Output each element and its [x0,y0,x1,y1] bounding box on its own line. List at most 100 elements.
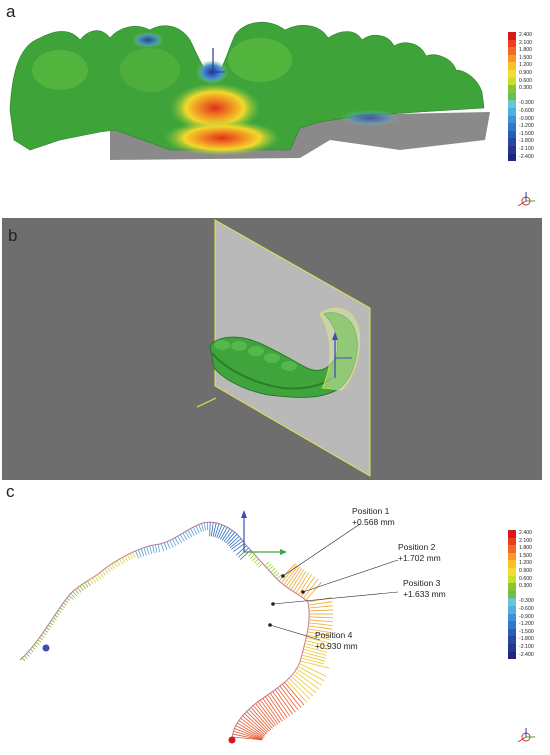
colorbar-row: 0.900 [508,69,534,78]
deviation-vector [37,639,42,643]
panel-a-letter: a [6,2,16,21]
colorbar-tick-label: -0.600 [519,107,534,114]
dental-arch-deviation-map [9,22,490,160]
deviation-vector [227,534,238,545]
colorbar-row: -1.200 [508,621,534,629]
colorbar-tick-label: -0.300 [519,598,534,605]
deviation-vector [251,556,257,562]
deviation-vector [305,581,322,601]
deviation-vector [301,654,326,662]
colorbar-tick-label: 0.900 [519,69,532,76]
colorbar-swatch [508,100,516,108]
deviation-vector [166,541,171,550]
colorbar-row: 2.100 [508,537,534,546]
colorbar-swatch [508,62,516,70]
deviation-vector [149,545,153,554]
deviation-vector [269,692,288,719]
deviation-vector [308,605,333,609]
deviation-vector [49,622,54,626]
deviation-vector [66,597,71,601]
deviation-vector [306,637,330,644]
colorbar-tick-label: -0.900 [519,115,534,122]
colorbar-swatch [508,123,516,131]
colorbar-swatch [508,47,516,55]
deviation-vector [97,574,102,580]
section-end-marker [228,736,236,744]
deviation-negative [132,32,164,48]
colorbar-row: -0.900 [508,613,534,622]
deviation-vector [286,680,308,703]
colorbar-row: -2.400 [508,651,534,660]
deviation-vector [300,660,330,669]
deviation-vector [307,631,332,637]
deviation-vector [308,625,333,630]
deviation-vector [179,534,185,542]
colorbar-row: -0.600 [508,107,534,116]
deviation-vector [244,713,267,735]
deviation-vector [228,536,240,547]
colorbar-row: 0.600 [508,77,534,86]
colorbar-row: -2.100 [508,145,534,154]
colorbar-row: 0.300 [508,583,534,591]
deviation-vector [262,697,281,724]
deviation-vector [104,568,109,574]
deviation-vector [230,538,242,548]
colorbar-tick-label: 2.100 [519,537,532,544]
deviation-vector [121,557,126,563]
deviation-vector [283,565,299,586]
deviation-vector [81,583,86,590]
colorbar-tick-label: 0.600 [519,77,532,84]
section-profile [19,521,310,741]
colorbar-swatch [508,643,516,652]
deviation-vector [51,619,56,623]
colorbar-tick-label: 2.400 [519,530,532,536]
colorbar-swatch [508,138,516,146]
colorbar-row: 1.800 [508,47,534,55]
panel-c-letter: c [6,482,15,501]
colorbar-tick-label: -1.200 [519,621,534,628]
deviation-vector [304,643,329,650]
deviation-vector [47,624,52,628]
colorbar-swatch [508,77,516,86]
colorbar-swatch [508,613,516,622]
colorbar-row: -2.400 [508,153,534,162]
deviation-vector [169,540,174,548]
transparent-overlay [319,307,361,391]
position-2-name: Position 2 [398,542,436,552]
deviation-vector [174,537,180,545]
highlight [32,50,88,90]
deviation-vector [234,727,263,741]
arch-mesh [9,22,485,151]
deviation-vector [46,627,50,631]
deviation-negative [340,110,400,126]
colorbar-row: 1.200 [508,62,534,70]
leader-line-2 [302,559,399,593]
deviation-vector [238,720,264,738]
deviation-vector [41,634,45,638]
deviation-vector [143,547,147,556]
deviation-negative [196,60,228,84]
deviation-vector [63,602,67,606]
deviation-vector [288,677,311,700]
deviation-vector [21,657,26,662]
colorbar-swatch [508,567,516,576]
deviation-vector [235,725,263,740]
deviation-vector [220,527,228,540]
deviation-vector [99,572,104,578]
colorbar-swatch [508,54,516,63]
colorbar-tick-label: 0.300 [519,583,532,590]
deviation-vector [68,595,74,600]
colorbar-tick-label: -0.600 [519,605,534,612]
colorbar-row: 1.800 [508,545,534,553]
deviation-vector [111,563,116,570]
deviation-vector [33,644,38,648]
deviation-vector [129,553,134,559]
cutting-plane [214,219,371,477]
colorbar-swatch [508,92,516,101]
deviation-vector [137,549,142,558]
deviation-vector [225,532,236,544]
deviation-vector [116,560,121,566]
colorbar-tick-label: 1.500 [519,54,532,61]
leader-line-1 [282,523,361,577]
deviation-vector [294,671,320,690]
